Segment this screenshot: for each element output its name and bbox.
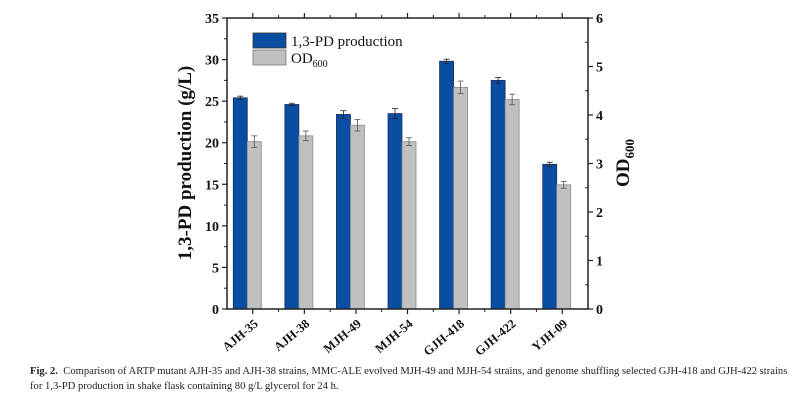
bar-od	[246, 141, 262, 310]
right-tick-label: 4	[596, 109, 603, 124]
caption-text: Comparison of ARTP mutant AJH-35 and AJH…	[30, 366, 788, 392]
right-tick-label: 1	[596, 255, 603, 270]
legend-label-production: 1,3-PD production	[291, 34, 403, 50]
left-tick-label: 35	[205, 12, 219, 27]
legend-od-main: OD	[291, 51, 313, 67]
right-tick-label: 3	[596, 158, 603, 173]
legend: 1,3-PD production OD600	[252, 32, 403, 70]
right-tick-label: 5	[596, 61, 603, 76]
bar-production	[490, 79, 506, 310]
bar-od	[350, 124, 365, 310]
right-axis-title-main: OD	[613, 159, 634, 188]
left-tick-label: 0	[212, 303, 219, 318]
bar-chart: 0 5 10 15 20 25 30 35 0 1 2 3 4 5 6 AJH-35 AJH-38 MJH-49 M…	[175, 12, 637, 359]
left-tick-label: 5	[212, 261, 219, 276]
x-tick-label: GJH-422	[472, 317, 518, 359]
left-tick-label: 20	[205, 137, 219, 152]
bar-production	[387, 113, 403, 310]
figure-caption: Fig. 2. Comparison of ARTP mutant AJH-35…	[30, 364, 790, 394]
bar-production	[336, 114, 351, 310]
right-axis-title: OD600	[613, 139, 637, 187]
legend-label-od: OD600	[291, 51, 328, 70]
left-tick-label: 25	[205, 95, 219, 110]
caption-label: Fig. 2.	[30, 366, 58, 377]
bar-production	[284, 104, 300, 310]
legend-swatch-production	[252, 32, 287, 49]
legend-od-subscript: 600	[313, 59, 328, 70]
left-axis-title: 1,3-PD production (g/L)	[175, 66, 196, 260]
x-tick-label: AJH-38	[271, 317, 312, 355]
x-tick-label: MJH-49	[321, 317, 364, 356]
bar-od	[556, 184, 572, 310]
legend-swatch-od	[252, 49, 287, 66]
left-tick-label: 10	[205, 220, 219, 235]
bar-od	[504, 99, 520, 310]
right-tick-label: 0	[596, 303, 603, 318]
bar-production	[542, 163, 558, 310]
x-tick-label: GJH-418	[421, 317, 467, 359]
bar-production	[439, 60, 454, 310]
bar-od	[453, 86, 468, 310]
left-tick-label: 15	[205, 178, 219, 193]
x-tick-label: AJH-35	[220, 317, 261, 355]
bar-od	[298, 135, 314, 310]
bars-layer	[232, 58, 572, 310]
right-tick-label: 2	[596, 206, 603, 221]
right-axis-title-subscript: 600	[622, 139, 637, 159]
bar-od	[401, 141, 417, 310]
x-tick-label: MJH-54	[372, 316, 416, 356]
right-tick-label: 6	[596, 12, 603, 27]
left-tick-label: 30	[205, 54, 219, 69]
x-tick-label: YJH-09	[529, 317, 570, 355]
bar-production	[232, 97, 248, 310]
